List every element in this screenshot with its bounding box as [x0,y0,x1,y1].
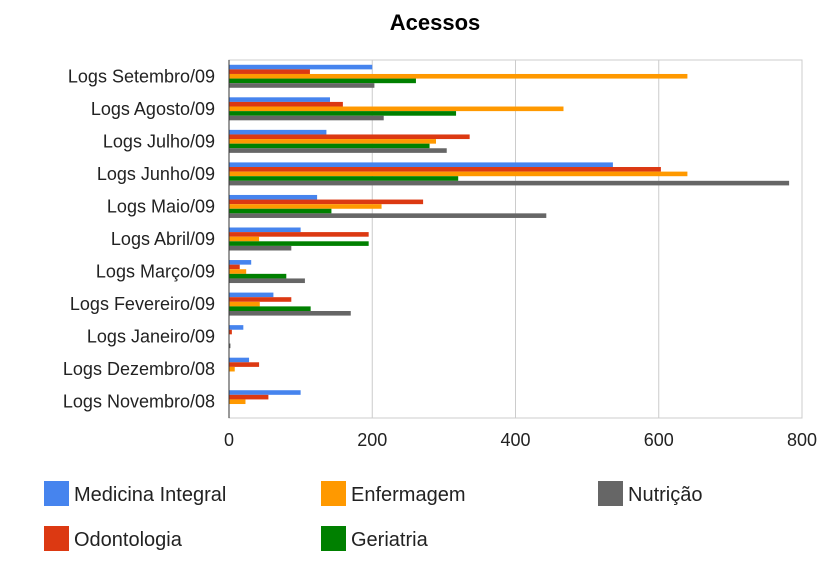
bar [229,366,235,372]
bar [229,106,564,112]
bar [229,325,244,330]
legend-label: Odontologia [74,529,183,551]
bar [229,357,250,363]
bar [229,236,260,242]
bar [229,83,375,88]
bar [229,390,301,395]
x-tick-label: 800 [787,430,817,450]
bar [229,73,688,79]
bar [229,273,287,279]
bar [229,180,790,186]
legend: Medicina Integral Enfermagem Nutrição Odont… [44,481,702,551]
bar [229,245,292,251]
x-tick-label: 600 [644,430,674,450]
legend-swatch [44,526,69,551]
category-label: Logs Março/09 [96,262,215,282]
category-label: Logs Setembro/09 [68,66,215,86]
bar [229,260,252,265]
bar [229,199,424,205]
bar [229,394,269,400]
bar [229,306,311,311]
bar [229,232,369,237]
bar [229,204,382,209]
bar [229,167,661,172]
bar [229,115,384,121]
bar [229,227,301,233]
bar [229,101,343,107]
category-label: Logs Maio/09 [107,196,215,216]
legend-label: Nutrição [628,484,702,506]
category-label: Logs Fevereiro/09 [70,294,215,314]
category-label: Logs Dezembro/08 [63,359,215,379]
axes [228,59,803,419]
bar [229,111,457,116]
bar [229,129,327,135]
bar [229,176,459,181]
legend-label: Enfermagem [351,484,466,506]
bar [229,269,247,274]
x-tick-label: 200 [357,430,387,450]
bar [229,297,292,302]
bar [229,194,318,200]
bar [229,213,547,218]
category-label: Logs Novembro/08 [63,392,215,412]
legend-swatch [598,481,623,506]
category-label: Logs Janeiro/09 [87,327,215,347]
bar [229,264,240,270]
bar [229,362,260,367]
legend-swatch [321,526,346,551]
x-tick-label: 400 [500,430,530,450]
bar [229,162,613,168]
legend-swatch [321,481,346,506]
category-labels: Logs Setembro/09 Logs Agosto/09 Logs Julho… [63,66,215,411]
bar [229,134,470,140]
bar [229,69,310,74]
bar [229,64,373,70]
bar [229,278,305,284]
category-label: Logs Abril/09 [111,229,215,249]
bar [229,78,416,84]
bar [229,292,274,298]
category-label: Logs Julho/09 [103,131,215,151]
bar [229,310,351,316]
bar [229,143,430,149]
bars [229,64,790,405]
bar [229,329,232,335]
bar [229,208,332,214]
bar [229,399,246,405]
legend-label: Geriatria [351,529,429,551]
chart-title: Acessos [390,10,481,35]
bar [229,97,330,102]
legend-label: Medicina Integral [74,484,226,506]
legend-swatch [44,481,69,506]
x-tick-labels: 0 200 400 600 800 [224,430,817,450]
bar [229,148,447,153]
bar [229,301,260,307]
bar [229,139,436,144]
bar [229,171,688,177]
category-label: Logs Agosto/09 [91,99,215,119]
bar [229,343,231,349]
bar [229,241,369,246]
x-tick-label: 0 [224,430,234,450]
category-label: Logs Junho/09 [97,164,215,184]
